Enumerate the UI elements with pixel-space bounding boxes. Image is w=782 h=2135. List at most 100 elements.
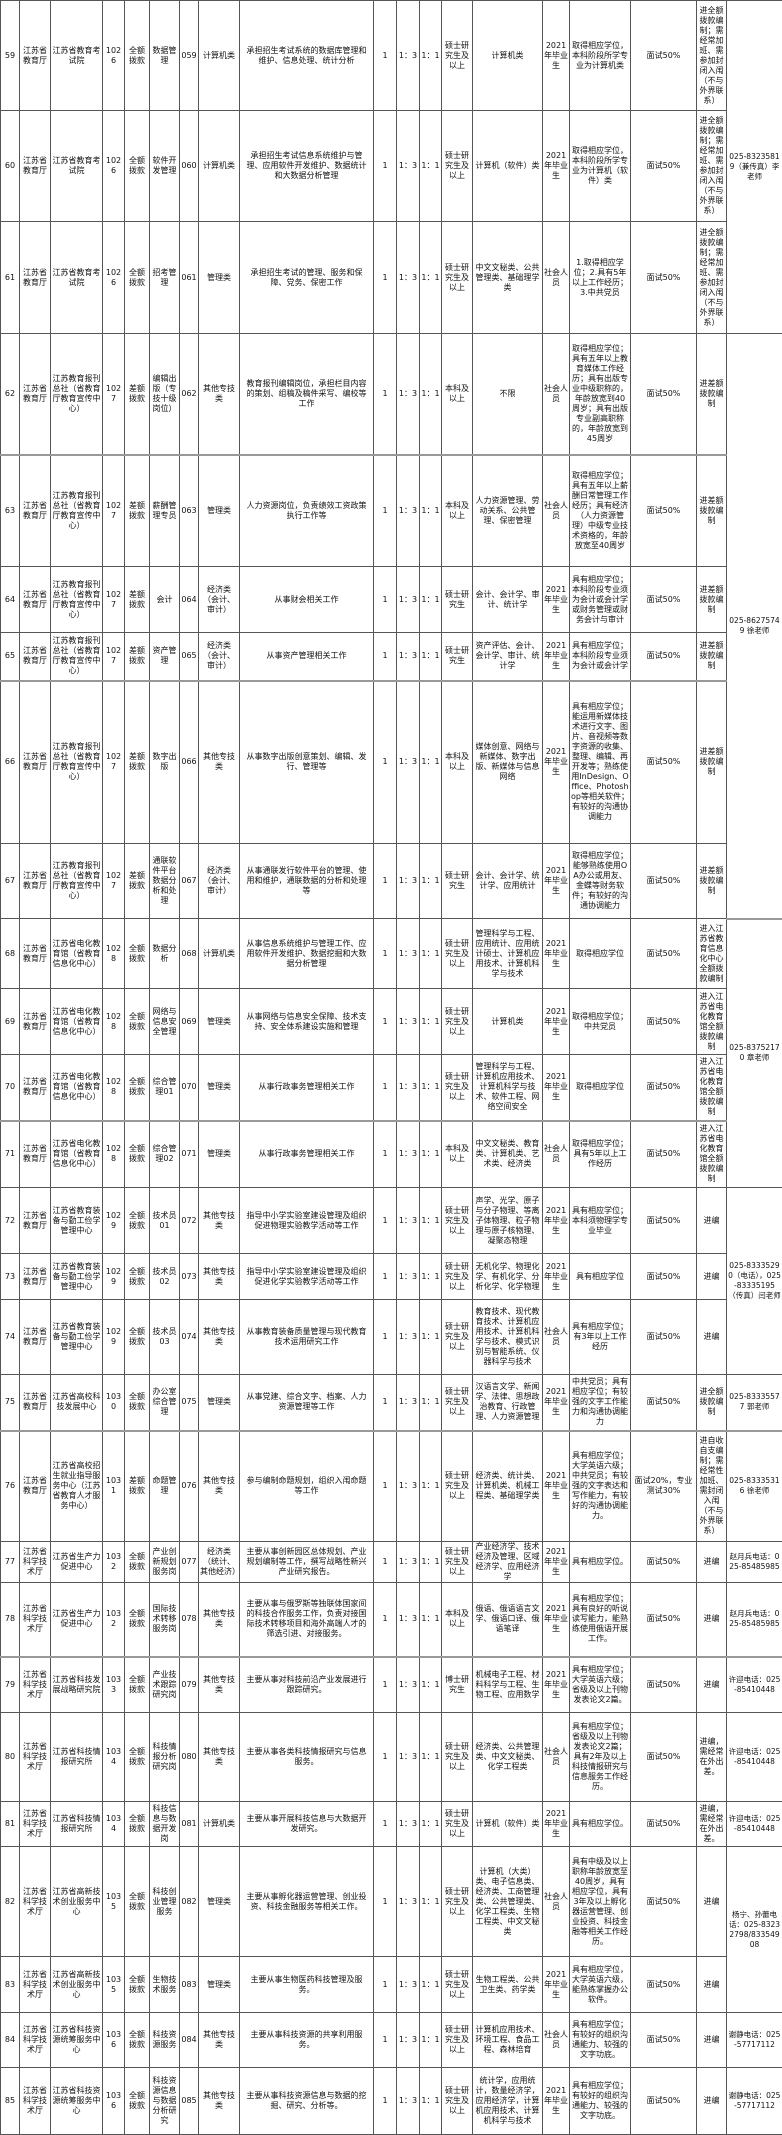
department-cell: 江苏省教育厅	[20, 1055, 51, 1121]
position-description-cell: 主要从事生物医药科技管理及服务。	[240, 1957, 374, 2013]
interview-ratio-cell: 1：1	[420, 1375, 442, 1431]
interview-ratio-cell: 1：1	[420, 222, 442, 334]
exam-weighting-cell: 面试50%	[631, 111, 697, 222]
headcount-cell: 1	[374, 1847, 397, 1957]
education-requirement-cell: 硕士研究生及以上	[442, 1847, 473, 1957]
department-cell: 江苏省教育厅	[20, 1, 51, 111]
major-requirement-cell: 中文文秘类、公共管理类、基础理学类	[473, 222, 543, 334]
unit-name-cell: 江苏省高新技术创业服务中心	[51, 1957, 103, 2013]
unit-code-cell: 1036	[103, 2013, 125, 2068]
unit-code-cell: 1033	[103, 1657, 125, 1713]
education-requirement-cell: 硕士研究生及以上	[442, 2013, 473, 2068]
position-category-cell: 管理类	[199, 455, 240, 567]
exam-ratio-cell: 1：3	[397, 1375, 420, 1431]
other-conditions-cell: 具有相应学位；有较好的组织沟通能力、较强的文字功底。	[570, 2068, 631, 2135]
department-cell: 江苏省教育厅	[20, 989, 51, 1055]
department-cell: 江苏省教育厅	[20, 844, 51, 919]
exam-weighting-cell: 面试50%	[631, 2013, 697, 2068]
exam-weighting-cell: 面试50%	[631, 1188, 697, 1254]
department-cell: 江苏省教育厅	[20, 567, 51, 633]
interview-ratio-cell: 1：1	[420, 567, 442, 633]
row-number-cell: 73	[1, 1254, 20, 1300]
exam-weighting-cell: 面试50%	[631, 1, 697, 111]
funding-type-cell: 差额拨款	[125, 455, 150, 567]
unit-name-cell: 江苏教育报刊总社（省教育厅教育宣传中心）	[51, 681, 103, 844]
position-category-cell: 其他专技类	[199, 681, 240, 844]
row-number-cell: 67	[1, 844, 20, 919]
headcount-cell: 1	[374, 844, 397, 919]
unit-code-cell: 1026	[103, 1, 125, 111]
position-description-cell: 主要从事开展科技信息与大数据开发研究。	[240, 1802, 374, 1847]
exam-weighting-cell: 面试50%	[631, 455, 697, 567]
unit-name-cell: 江苏省电化教育馆（省教育信息化中心）	[51, 989, 103, 1055]
row-number-cell: 63	[1, 455, 20, 567]
unit-code-cell: 1031	[103, 1431, 125, 1542]
exam-weighting-cell: 面试50%	[631, 633, 697, 681]
major-requirement-cell: 管理科学与工程、计算机应用技术、计算机科学与技术、软件工程、网络空间安全	[473, 1055, 543, 1121]
unit-code-cell: 1028	[103, 919, 125, 989]
remarks-cell: 进编	[697, 1657, 727, 1713]
position-name-cell: 薪酬管理专员	[150, 455, 180, 567]
interview-ratio-cell: 1：1	[420, 681, 442, 844]
applicant-type-cell: 2021年毕业生	[543, 1802, 570, 1847]
education-requirement-cell: 博士研究生	[442, 1657, 473, 1713]
applicant-type-cell: 社会人员	[543, 2013, 570, 2068]
major-requirement-cell: 汉语言文学、新闻学、法律、思想政治教育、行政管理、人力资源管理	[473, 1375, 543, 1431]
position-code-cell: 072	[180, 1188, 199, 1254]
headcount-cell: 1	[374, 1583, 397, 1657]
row-number-cell: 85	[1, 2068, 20, 2135]
position-code-cell: 085	[180, 2068, 199, 2135]
unit-code-cell: 1027	[103, 844, 125, 919]
headcount-cell: 1	[374, 111, 397, 222]
applicant-type-cell: 社会人员	[543, 1300, 570, 1375]
education-requirement-cell: 硕士研究生及以上	[442, 111, 473, 222]
row-number-cell: 66	[1, 681, 20, 844]
unit-code-cell: 1032	[103, 1583, 125, 1657]
position-name-cell: 综合管理01	[150, 1055, 180, 1121]
interview-ratio-cell: 1：1	[420, 633, 442, 681]
exam-ratio-cell: 1：3	[397, 1055, 420, 1121]
department-cell: 江苏省教育厅	[20, 919, 51, 989]
row-number-cell: 72	[1, 1188, 20, 1254]
position-category-cell: 管理类	[199, 1121, 240, 1188]
other-conditions-cell: 具有相应学位，大学英语六级，能熟练掌握办公软件。	[570, 1957, 631, 2013]
position-category-cell: 其他专技类	[199, 2013, 240, 2068]
major-requirement-cell: 声学、光学、原子与分子物理、等离子体物理、粒子物理与原子核物理、凝聚态物理	[473, 1188, 543, 1254]
row-number-cell: 78	[1, 1583, 20, 1657]
applicant-type-cell: 2021年毕业生	[543, 1431, 570, 1542]
department-cell: 江苏省教育厅	[20, 1375, 51, 1431]
major-requirement-cell: 计算机类	[473, 989, 543, 1055]
exam-weighting-cell: 面试50%	[631, 844, 697, 919]
applicant-type-cell: 社会人员	[543, 222, 570, 334]
exam-weighting-cell: 面试50%	[631, 1713, 697, 1802]
unit-code-cell: 1030	[103, 1375, 125, 1431]
major-requirement-cell: 生物工程类、公共卫生类、药学类	[473, 1957, 543, 2013]
remarks-cell: 进编	[697, 1957, 727, 2013]
education-requirement-cell: 本科及以上	[442, 681, 473, 844]
position-description-cell: 从事信息系统维护与管理工作、应用软件开发维护、数据挖掘和大数据分析管理	[240, 919, 374, 989]
position-name-cell: 命题管理	[150, 1431, 180, 1542]
major-requirement-cell: 计算机类	[473, 1, 543, 111]
position-description-cell: 从事党建、综合文字、档案、人力资源管理等工作	[240, 1375, 374, 1431]
position-category-cell: 管理类	[199, 1055, 240, 1121]
position-code-cell: 083	[180, 1957, 199, 2013]
exam-ratio-cell: 1：3	[397, 1713, 420, 1802]
position-name-cell: 技术员03	[150, 1300, 180, 1375]
applicant-type-cell: 2021年毕业生	[543, 844, 570, 919]
funding-type-cell: 全额拨款	[125, 1957, 150, 2013]
exam-weighting-cell: 面试50%	[631, 1657, 697, 1713]
exam-ratio-cell: 1：3	[397, 111, 420, 222]
position-description-cell: 主要从事对科技前沿产业发展进行跟踪研究。	[240, 1657, 374, 1713]
major-requirement-cell: 无机化学、物理化学、有机化学、分析化学、化学物理	[473, 1254, 543, 1300]
other-conditions-cell: 具有相应学位；有较好的组织沟通能力、较强的文字功底。	[570, 2013, 631, 2068]
funding-type-cell: 全额拨款	[125, 1254, 150, 1300]
exam-ratio-cell: 1：3	[397, 2013, 420, 2068]
applicant-type-cell: 2021年毕业生	[543, 1375, 570, 1431]
interview-ratio-cell: 1：1	[420, 1542, 442, 1583]
